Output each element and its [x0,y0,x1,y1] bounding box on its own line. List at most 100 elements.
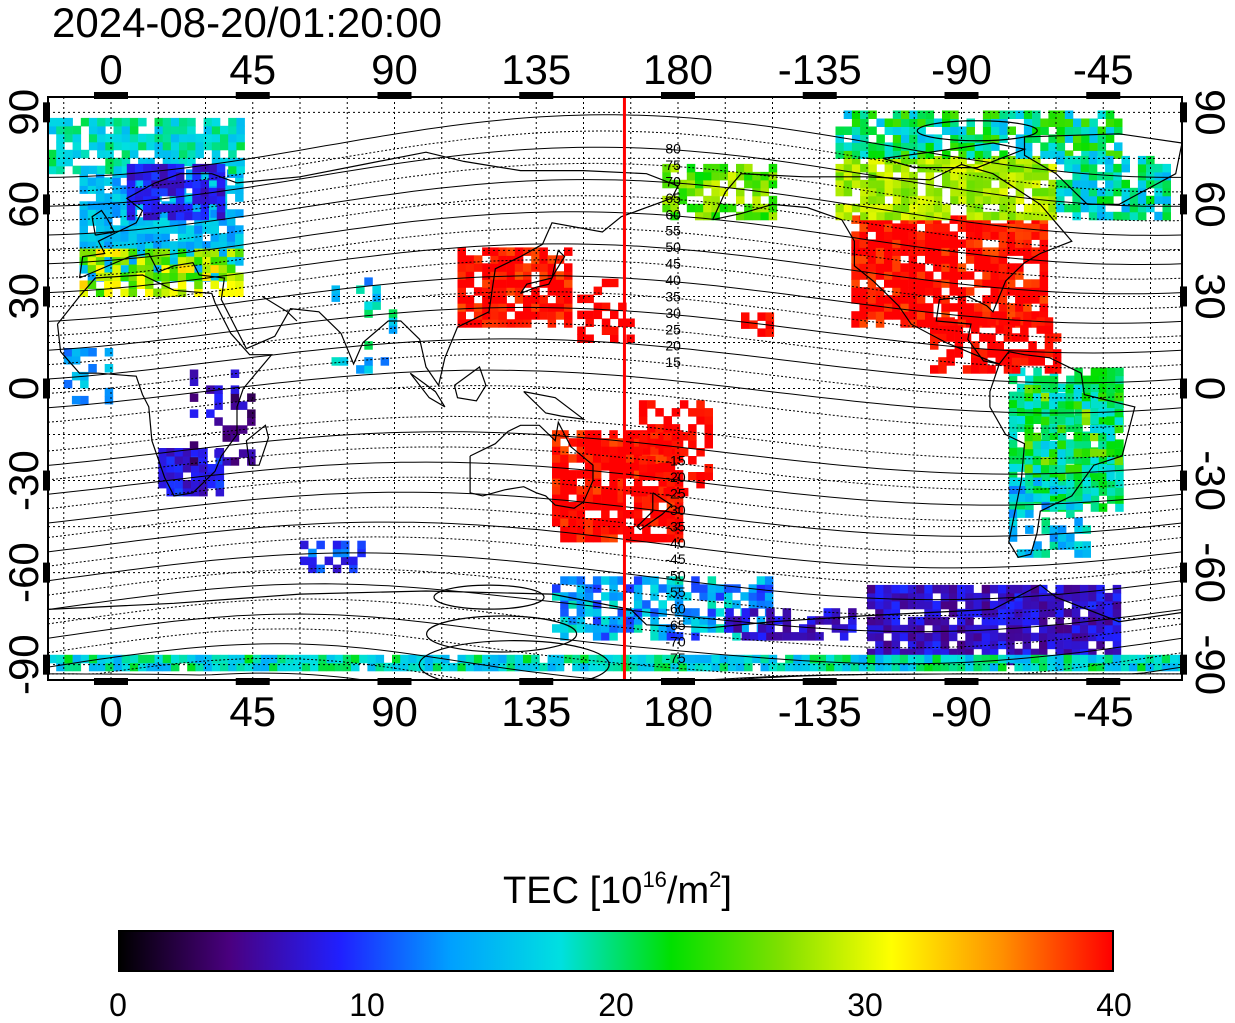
contour-mlat-30 [48,306,1182,354]
colorbar-tick-label: 40 [1096,987,1132,1023]
axis-labels: 0 45 90 135 180 -135 -90 -45 0 45 90 135 180 -135 -90 -… [0,46,1234,735]
contour-label: 70 [665,173,681,189]
contour-pole-ring-2 [418,640,610,680]
coastline-antarctica [48,584,1182,629]
contour-mlat--75 [48,628,1182,677]
top-lon-tick [377,92,412,99]
coastline-new-zealand [636,492,673,531]
coastline-ellesmere [882,142,1027,169]
bottom-lon-tick [802,678,837,685]
lat-label-left: -60 [0,542,47,603]
tec-patch-north-america [851,215,1049,328]
top-lon-tick [94,92,128,99]
bottom-lon-tick [235,678,270,685]
top-lon-tick [519,92,554,99]
left-lat-tick [43,102,50,123]
colorbar-tick-label: 30 [847,987,883,1023]
lon-label-bottom: -135 [778,688,862,735]
tec-patch-europe-south [79,248,244,297]
contour-mlat--50 [48,552,1182,601]
tec-patch-brazil [1024,384,1124,482]
contour-label: 55 [665,223,681,239]
coastline-madagascar [245,424,270,466]
lon-label-bottom: 180 [643,688,713,735]
contour-label: 20 [665,338,681,354]
coastline-sumatra [409,372,446,408]
contour-label: -35 [665,518,685,534]
colorbar-tick-label: 0 [109,987,127,1023]
top-lon-tick [661,92,695,99]
contour-mlat-55 [48,227,1182,280]
contour-label: -30 [665,502,685,518]
top-lon-tick [802,92,837,99]
colorbar-tick-label: 10 [349,987,385,1023]
contour-mlat-90 [48,114,1182,178]
frame-ticks [43,92,1187,685]
contour-north-pole-ring [916,120,1038,142]
contour-pole-ring-0 [433,584,545,610]
contour-mlat-25 [48,322,1182,369]
right-lat-tick [1180,378,1187,399]
tec-patch-antarctica [867,584,1122,666]
bottom-lon-tick [1086,678,1121,685]
coastline-uk [91,209,116,236]
contour-mlat-45 [48,259,1182,309]
contour-label: 45 [665,256,681,272]
tec-patch-ross-sea [725,608,857,641]
lat-label-left: -30 [0,450,47,511]
lon-label-bottom: 90 [371,688,418,735]
lat-label-left: 60 [0,181,47,228]
contour-mlat-5 [48,385,1182,429]
contour-mlat--40 [48,521,1182,569]
contour-mlat-15 [48,354,1182,399]
coastline-europe-asia [78,151,679,387]
lon-label-bottom: 45 [229,688,276,735]
coastline-north-america [712,163,1073,365]
top-lon-tick [235,92,270,99]
colorbar-title: TEC [1016/m2] [503,867,732,913]
contour-mlat--20 [48,461,1182,506]
right-lat-tick [1180,654,1187,675]
tec-patch-australia-nz [552,430,684,543]
right-lat-tick [1180,102,1187,123]
contour-label: 40 [665,272,681,288]
contour-label: -40 [665,535,685,551]
right-lat-tick [1180,470,1187,491]
lat-label-right: -90 [1187,634,1234,695]
tec-patch-south-pacific [630,400,713,497]
contour-mlat--10 [48,431,1182,475]
bottom-lon-tick [661,678,695,685]
contour-mlat--65 [48,598,1182,649]
left-lat-tick [43,194,50,215]
lat-label-right: -30 [1187,450,1234,511]
contour-label: -55 [665,584,685,600]
bottom-lon-tick [519,678,554,685]
lat-label-right: -60 [1187,542,1234,603]
lon-label-top: 135 [501,46,571,93]
contour-mlat-85 [48,130,1182,193]
contour-mlat-20 [48,338,1182,384]
lat-label-right: 30 [1187,273,1234,320]
tec-patch-canada [835,155,1057,221]
contour-label: -70 [665,633,685,649]
left-lat-tick [43,562,50,583]
right-lat-tick [1180,194,1187,215]
bottom-lon-tick [94,678,128,685]
contour-mlat-40 [48,275,1182,324]
coastline-japan [520,249,566,294]
left-lat-tick [43,286,50,307]
tec-map: 8075706560555045403530252015-15-20-25-30… [0,46,1234,735]
contour-label: 50 [665,239,681,255]
coastline-arabia-gulf [261,295,298,322]
lon-label-top: 45 [229,46,276,93]
top-lon-tick [944,92,979,99]
lat-label-left: 30 [0,273,47,320]
lat-label-left: 90 [0,89,47,136]
contour-label: 15 [665,354,681,370]
contour-mlat--5 [48,415,1182,460]
contour-mlat-50 [48,243,1182,295]
contour-label: -25 [665,486,685,502]
left-lat-tick [43,378,50,399]
coastline-greenland [1023,133,1182,205]
